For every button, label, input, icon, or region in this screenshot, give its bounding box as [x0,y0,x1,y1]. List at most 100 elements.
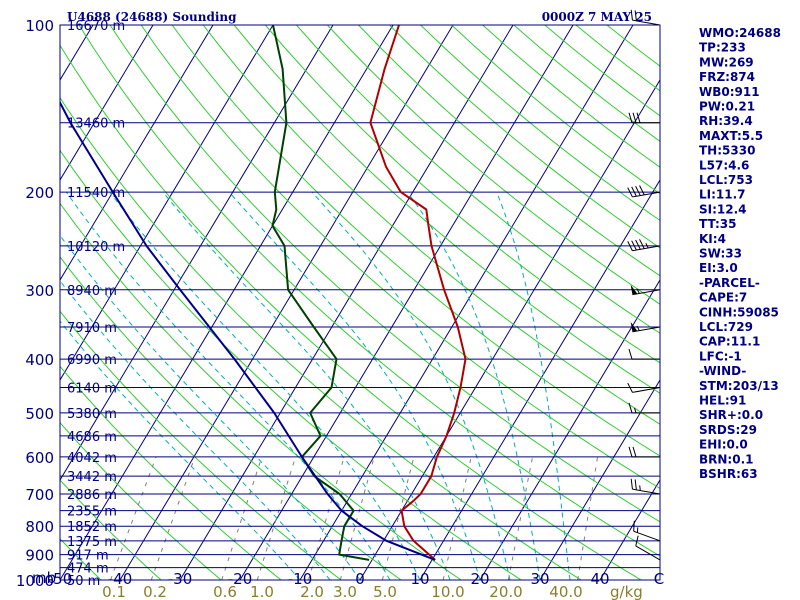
height-label: 6990 m [67,353,117,368]
mixing-ratio-line [221,456,263,580]
height-label: 50 m [67,574,100,589]
dry-adiabat-line [575,25,660,92]
sounding-parameter: FRZ:874 [699,70,755,84]
sounding-parameter: EI:3.0 [699,261,738,275]
pressure-tick-label: 500 [25,405,54,423]
dry-adiabat-line [78,25,660,557]
pressure-tick-label: 200 [25,184,54,202]
mixing-ratio-line [381,456,415,580]
height-label: 13460 m [67,117,125,132]
isotherm-line [299,25,634,580]
wind-barb-flag [636,112,641,123]
wind-barb-half-flag [636,325,640,331]
sounding-series [60,25,467,561]
wind-barb-staff [632,191,661,198]
pressure-tick-label: 100 [25,17,54,35]
moist-adiabat-line [60,234,361,580]
sounding-parameter: LCL:729 [699,320,753,334]
sounding-parameter: WB0:911 [699,85,760,99]
wind-barb-flag [630,9,633,21]
height-label: 474 m [67,562,109,577]
wind-barb-flag [631,186,637,197]
isotherm-line [60,25,334,481]
chart-title: U4688 (24688) Sounding [67,10,237,24]
dry-adiabat-line [60,44,642,580]
height-label: 6140 m [67,382,117,397]
sounding-parameter: CINH:59085 [699,305,779,319]
wind-barb-flag [634,10,637,21]
wind-barbs [627,9,661,561]
sounding-parameter: SRDS:29 [699,423,757,437]
sounding-parameter: BRN:0.1 [699,452,754,466]
wind-barb [628,348,660,360]
height-label: 1375 m [67,535,117,550]
wind-barb-flag [634,479,637,490]
sounding-parameter: LFC:-1 [699,349,742,363]
sounding-parameter: TP:233 [699,41,746,55]
sounding-parameter: HEL:91 [699,394,746,408]
plot-frame [59,24,661,581]
sounding-parameter: TT:35 [699,217,737,231]
temperature-tick-label: -20 [228,570,253,588]
wind-barb-flag [632,446,637,458]
wind-barb-pennant [630,321,638,332]
mixing-ratio-line [577,456,599,580]
parcel-profile-line [60,100,436,561]
height-label: 8940 m [67,284,117,299]
mixing-ratio-tick-label: 0.2 [143,583,167,600]
wind-barb-flag [628,348,633,360]
sounding-parameter: WMO:24688 [699,26,781,40]
mixing-ratio-tick-label: 40.0 [549,583,582,600]
wind-barb [630,9,661,26]
wind-barb-flag [639,239,645,249]
moist-adiabat-line [60,320,301,580]
moist-adiabat-line [228,191,481,580]
wind-barb-staff [632,19,661,26]
temperature-tick-label: 20 [470,570,489,588]
height-label: 10120 m [67,240,125,255]
sounding-parameter: MW:269 [699,55,754,69]
sounding-parameter: TH:5330 [699,144,755,158]
mixing-ratio-tick-label: 5.0 [373,583,397,600]
wind-barb-staff [632,387,661,393]
parameter-panel: WMO:24688TP:233MW:269FRZ:874WB0:911PW:0.… [699,26,781,481]
temperature-tick-label: 30 [530,570,549,588]
mixing-ratio-tick-label: 20.0 [489,583,522,600]
isotherm-line [60,25,394,580]
wind-barb [628,112,660,124]
sounding-parameter: LI:11.7 [699,188,746,202]
wind-barb-staff [632,488,661,495]
mixing-ratio-line [507,456,534,580]
temperature-tick-label: 40 [590,570,609,588]
wind-barb-flag [631,240,637,251]
dewpoint-profile-line [271,25,370,561]
mixing-ratio-tick-label: 1.0 [250,583,274,600]
height-label: 4042 m [67,451,117,466]
isotherm-line [479,279,660,580]
isobars [60,24,660,581]
wind-barb [633,520,661,542]
wind-barb [627,382,661,393]
mixing-ratio-tick-label: 2.0 [300,583,324,600]
wind-barb-half-flag [636,288,640,294]
moist-adiabat-line [496,191,571,580]
isotherm-line [359,79,660,580]
isotherm-line [60,25,274,381]
mixing-ratio-tick-label: 0.6 [213,583,237,600]
wind-barb-flag [632,112,637,123]
wind-barb [627,185,661,198]
mixing-ratio-tick-label: 3.0 [333,583,357,600]
wind-barb-pennant [630,284,638,295]
wind-barb [630,284,661,296]
isotherm-line [419,179,660,580]
pressure-unit-label: mb [32,569,56,587]
sounding-parameter: SW:33 [699,247,742,261]
pressure-tick-label: 300 [25,282,54,300]
height-label: 2886 m [67,488,117,503]
isotherm-line [179,25,514,580]
wind-barb-flag [627,241,633,251]
wind-barb [628,402,660,414]
wind-barb-staff [632,289,661,296]
